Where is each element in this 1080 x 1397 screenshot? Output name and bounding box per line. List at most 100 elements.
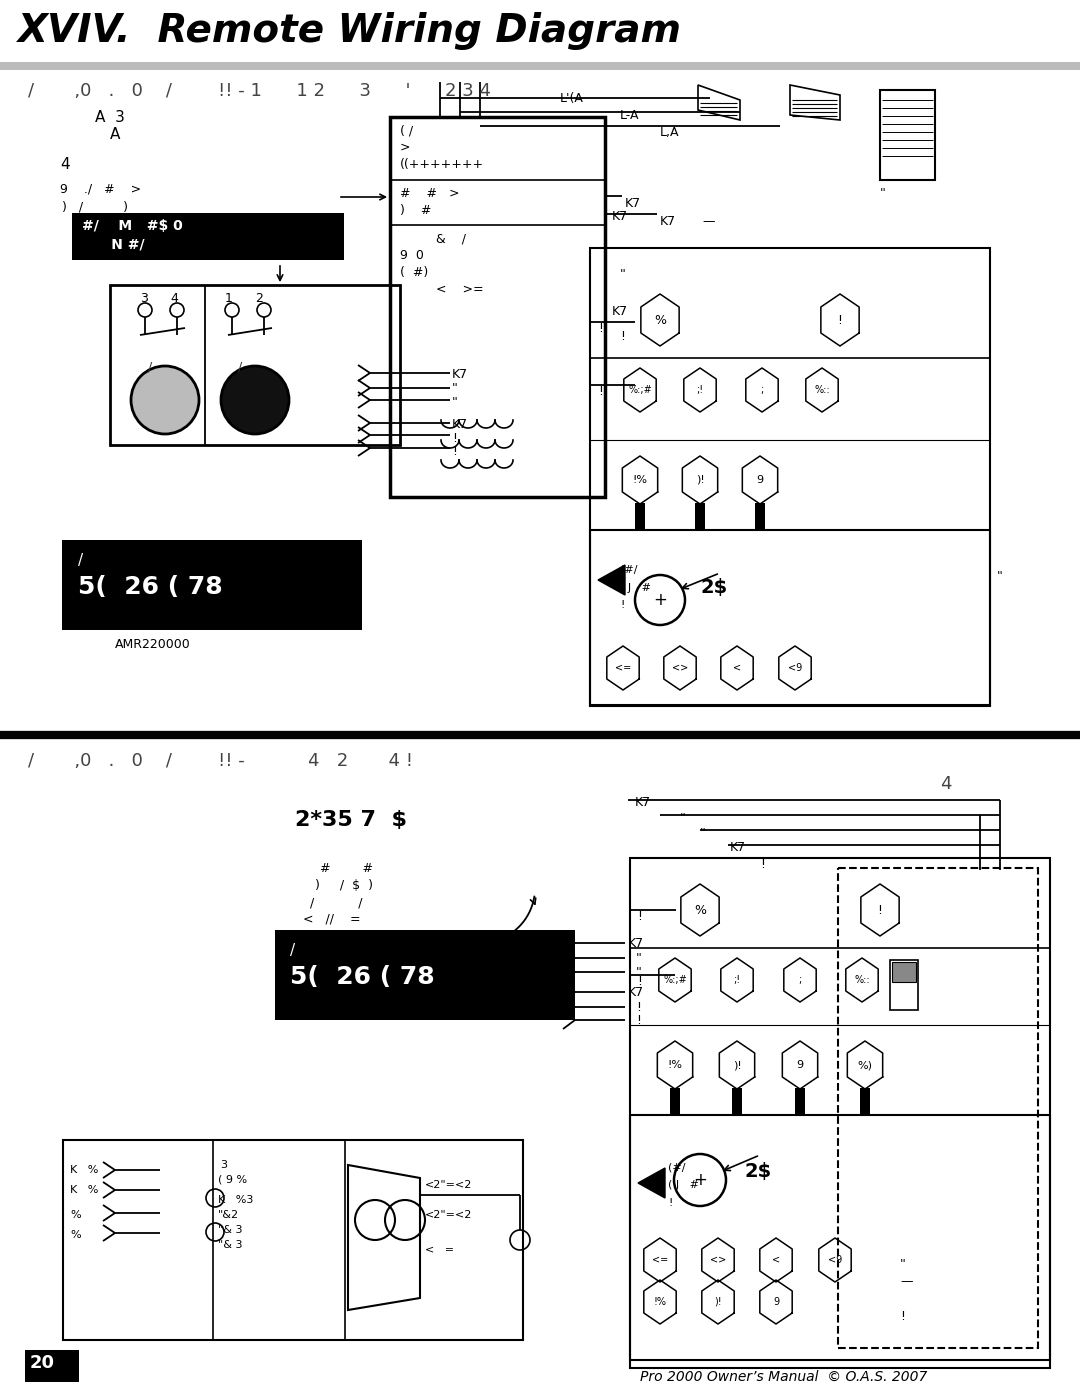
Text: ": " (453, 395, 458, 409)
Text: %: % (694, 904, 706, 916)
Text: A  3: A 3 (95, 110, 125, 124)
Bar (880, 89, 935, 180)
Text: !%: !% (653, 1296, 666, 1308)
Text: K7: K7 (453, 418, 468, 432)
Text: A: A (110, 127, 120, 142)
Text: ": " (453, 381, 458, 395)
Bar (890, 960, 918, 1010)
Text: <9: <9 (828, 1255, 842, 1266)
Text: ( /: ( / (400, 124, 414, 137)
Text: <>: <> (672, 664, 688, 673)
Bar (635, 503, 645, 531)
Text: )!: )! (732, 1060, 741, 1070)
Text: !: ! (637, 909, 642, 923)
Bar (275, 930, 575, 1020)
Text: 20: 20 (30, 1354, 55, 1372)
Bar (72, 212, 345, 260)
Bar (590, 529, 990, 705)
Text: /           /: / / (310, 895, 363, 909)
Bar (0, 61, 1080, 70)
Text: K7: K7 (612, 210, 629, 224)
Bar (63, 1140, 523, 1340)
Text: 9: 9 (796, 1060, 804, 1070)
Text: (#/: (#/ (620, 564, 637, 576)
Text: 3: 3 (220, 1160, 227, 1171)
Text: 4: 4 (940, 775, 951, 793)
Bar (630, 1115, 1050, 1361)
Text: K7: K7 (627, 937, 644, 950)
Text: !: ! (620, 330, 625, 344)
Text: K7: K7 (730, 841, 746, 854)
Text: /       ,0   .   0    /        !! - 1      1 2      3      '      2 3 4: / ,0 . 0 / !! - 1 1 2 3 ' 2 3 4 (28, 82, 491, 101)
Text: +: + (653, 591, 667, 609)
Text: 1: 1 (225, 292, 233, 305)
Text: !%: !% (667, 1060, 683, 1070)
Text: <=: <= (615, 664, 631, 673)
Text: 4: 4 (170, 292, 178, 305)
Text: 2$: 2$ (700, 578, 727, 597)
Text: ;!: ;! (697, 386, 703, 395)
Text: ;: ; (760, 386, 764, 395)
Text: %::: %:: (854, 975, 869, 985)
Text: <   //    =: < // = (303, 914, 361, 926)
Text: )   /          ): ) / ) (62, 200, 129, 212)
Text: ": " (997, 570, 1003, 583)
Text: ": " (700, 827, 706, 840)
Bar (590, 249, 990, 705)
Bar (670, 1088, 680, 1116)
Text: /       ,0   .   0    /        !! -           4   2       4 !: / ,0 . 0 / !! - 4 2 4 ! (28, 752, 413, 770)
Text: ;!: ;! (733, 975, 741, 985)
Text: K7: K7 (612, 305, 629, 319)
Text: <   =: < = (426, 1245, 454, 1255)
Bar (755, 503, 765, 531)
Text: )!: )! (696, 475, 704, 485)
Text: ": " (880, 187, 886, 200)
Text: L'(A: L'(A (561, 92, 584, 105)
Text: 5(  26 ( 78: 5( 26 ( 78 (291, 965, 434, 989)
Bar (860, 1088, 870, 1116)
Text: !: ! (637, 975, 642, 988)
Text: XVIV.  Remote Wiring Diagram: XVIV. Remote Wiring Diagram (18, 13, 681, 50)
Text: 9    ./   #    >: 9 ./ # > (60, 183, 141, 196)
Bar (732, 1088, 742, 1116)
Text: —: — (900, 1275, 913, 1288)
Text: L-A: L-A (620, 109, 639, 122)
Bar (62, 541, 362, 630)
Text: /: / (291, 943, 295, 958)
Text: !: ! (669, 1199, 673, 1208)
Text: +: + (693, 1171, 707, 1189)
Text: 2: 2 (255, 292, 262, 305)
Text: ": " (900, 1259, 906, 1271)
Bar (110, 285, 400, 446)
Text: <>: <> (710, 1255, 726, 1266)
Text: )!: )! (714, 1296, 721, 1308)
Circle shape (131, 366, 199, 434)
Text: "& 3: "& 3 (218, 1241, 243, 1250)
Text: !: ! (598, 386, 603, 398)
Text: !: ! (453, 432, 457, 446)
Text: K7: K7 (625, 197, 642, 210)
Text: K7: K7 (627, 986, 644, 999)
Text: !: ! (877, 904, 882, 916)
Text: /: / (238, 360, 242, 373)
Text: %:;#: %:;# (663, 975, 687, 985)
Bar (892, 963, 916, 982)
Text: 9  0: 9 0 (400, 249, 423, 263)
Text: ;: ; (798, 975, 801, 985)
Bar (696, 503, 705, 531)
Text: ( 9 %: ( 9 % (218, 1175, 247, 1185)
Text: !: ! (598, 321, 603, 335)
Polygon shape (638, 1168, 665, 1199)
Text: K7: K7 (660, 215, 676, 228)
Bar (630, 858, 1050, 1368)
Text: /: / (78, 553, 83, 569)
Text: 2*35 7  $: 2*35 7 $ (295, 810, 407, 830)
Text: <: < (772, 1255, 780, 1266)
Text: &    /: & / (400, 232, 465, 244)
Text: !: ! (636, 1014, 642, 1027)
Text: !: ! (453, 446, 457, 458)
Text: 3: 3 (140, 292, 148, 305)
Text: #        #: # # (320, 862, 373, 875)
Text: (  #): ( #) (400, 265, 429, 279)
Text: ": " (680, 812, 686, 826)
